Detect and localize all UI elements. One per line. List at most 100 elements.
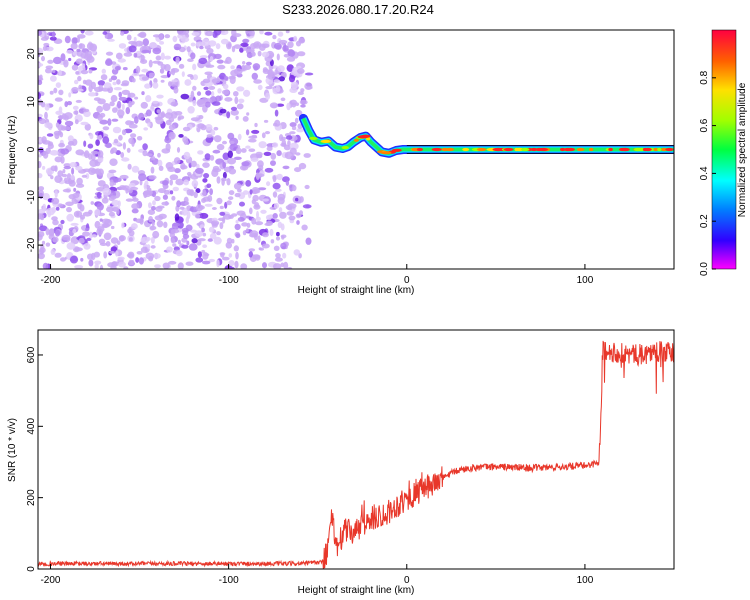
- noise-point: [84, 79, 93, 86]
- track-hotspot: [621, 147, 630, 152]
- snr-frame: [37, 329, 675, 570]
- noise-point: [276, 231, 280, 237]
- noise-point: [209, 56, 214, 62]
- noise-point: [162, 194, 168, 200]
- noise-point: [101, 197, 109, 204]
- noise-point: [172, 243, 177, 247]
- noise-point: [217, 88, 222, 94]
- noise-point: [267, 72, 275, 80]
- noise-point: [288, 215, 296, 221]
- noise-point: [155, 206, 163, 212]
- noise-point: [263, 119, 269, 123]
- noise-point: [94, 168, 101, 175]
- track-hotspot: [441, 147, 449, 152]
- noise-point: [305, 86, 313, 90]
- colorbar-tick-label: 0.0: [699, 262, 710, 276]
- noise-point: [217, 64, 226, 70]
- noise-point: [242, 190, 249, 195]
- noise-point: [153, 253, 161, 259]
- noise-point: [119, 185, 127, 190]
- noise-point: [201, 38, 210, 47]
- noise-point: [278, 76, 286, 82]
- y-tick-label: 0: [26, 146, 37, 152]
- noise-point: [175, 56, 180, 64]
- noise-point: [38, 113, 43, 118]
- noise-point: [160, 79, 165, 83]
- noise-point: [233, 245, 239, 252]
- noise-point: [38, 79, 43, 86]
- noise-point: [144, 247, 148, 253]
- noise-point: [198, 100, 206, 104]
- noise-point: [38, 92, 41, 100]
- noise-point: [110, 75, 118, 81]
- noise-point: [272, 263, 282, 269]
- noise-point: [60, 148, 70, 155]
- noise-point: [77, 75, 82, 82]
- snr-y-ticks: 0 200 400 600: [26, 346, 43, 572]
- noise-point: [80, 69, 89, 75]
- noise-point: [273, 245, 280, 251]
- noise-point: [44, 111, 48, 120]
- noise-point: [119, 174, 129, 180]
- noise-point: [66, 101, 72, 106]
- noise-point: [141, 49, 150, 54]
- noise-point: [289, 122, 297, 128]
- noise-point: [138, 257, 144, 265]
- noise-point: [304, 184, 310, 190]
- noise-point: [252, 63, 261, 71]
- noise-point: [193, 191, 198, 198]
- noise-point: [186, 171, 192, 176]
- noise-point: [45, 68, 52, 74]
- noise-point: [50, 175, 54, 180]
- noise-point: [41, 55, 45, 62]
- noise-point: [251, 199, 256, 205]
- noise-point: [187, 106, 195, 114]
- noise-point: [131, 165, 140, 173]
- noise-point: [245, 129, 250, 136]
- noise-point: [63, 126, 71, 131]
- noise-point: [121, 222, 125, 229]
- noise-point: [190, 52, 196, 60]
- noise-point: [42, 193, 50, 201]
- noise-point: [131, 208, 139, 214]
- noise-point: [57, 115, 64, 120]
- noise-point: [257, 154, 263, 158]
- noise-point: [152, 100, 159, 104]
- noise-point: [126, 34, 132, 41]
- noise-point: [155, 55, 162, 61]
- noise-point: [49, 150, 59, 156]
- noise-point: [126, 147, 131, 153]
- noise-point: [183, 179, 189, 186]
- noise-point: [290, 81, 299, 90]
- noise-point: [156, 220, 164, 228]
- noise-point: [241, 161, 250, 167]
- noise-point: [197, 238, 206, 242]
- noise-point: [218, 217, 225, 221]
- noise-point: [168, 131, 176, 140]
- noise-point: [298, 37, 306, 44]
- noise-point: [229, 143, 238, 152]
- noise-point: [285, 30, 290, 34]
- noise-point: [50, 75, 57, 82]
- noise-point: [230, 65, 235, 70]
- noise-point: [208, 85, 216, 90]
- noise-point: [190, 117, 200, 122]
- noise-point: [157, 112, 166, 118]
- noise-point: [286, 211, 294, 216]
- noise-point: [201, 227, 206, 233]
- noise-point: [81, 174, 88, 178]
- noise-point: [236, 210, 246, 216]
- noise-point: [168, 260, 177, 265]
- noise-point: [301, 224, 308, 231]
- noise-point: [182, 136, 189, 144]
- noise-point: [185, 224, 193, 232]
- track-hotspot: [576, 147, 585, 152]
- noise-point: [39, 247, 46, 254]
- noise-point: [71, 167, 75, 175]
- noise-point: [101, 68, 107, 74]
- noise-point: [136, 136, 143, 141]
- noise-point: [99, 218, 103, 222]
- noise-point: [163, 221, 168, 228]
- noise-point: [102, 126, 110, 131]
